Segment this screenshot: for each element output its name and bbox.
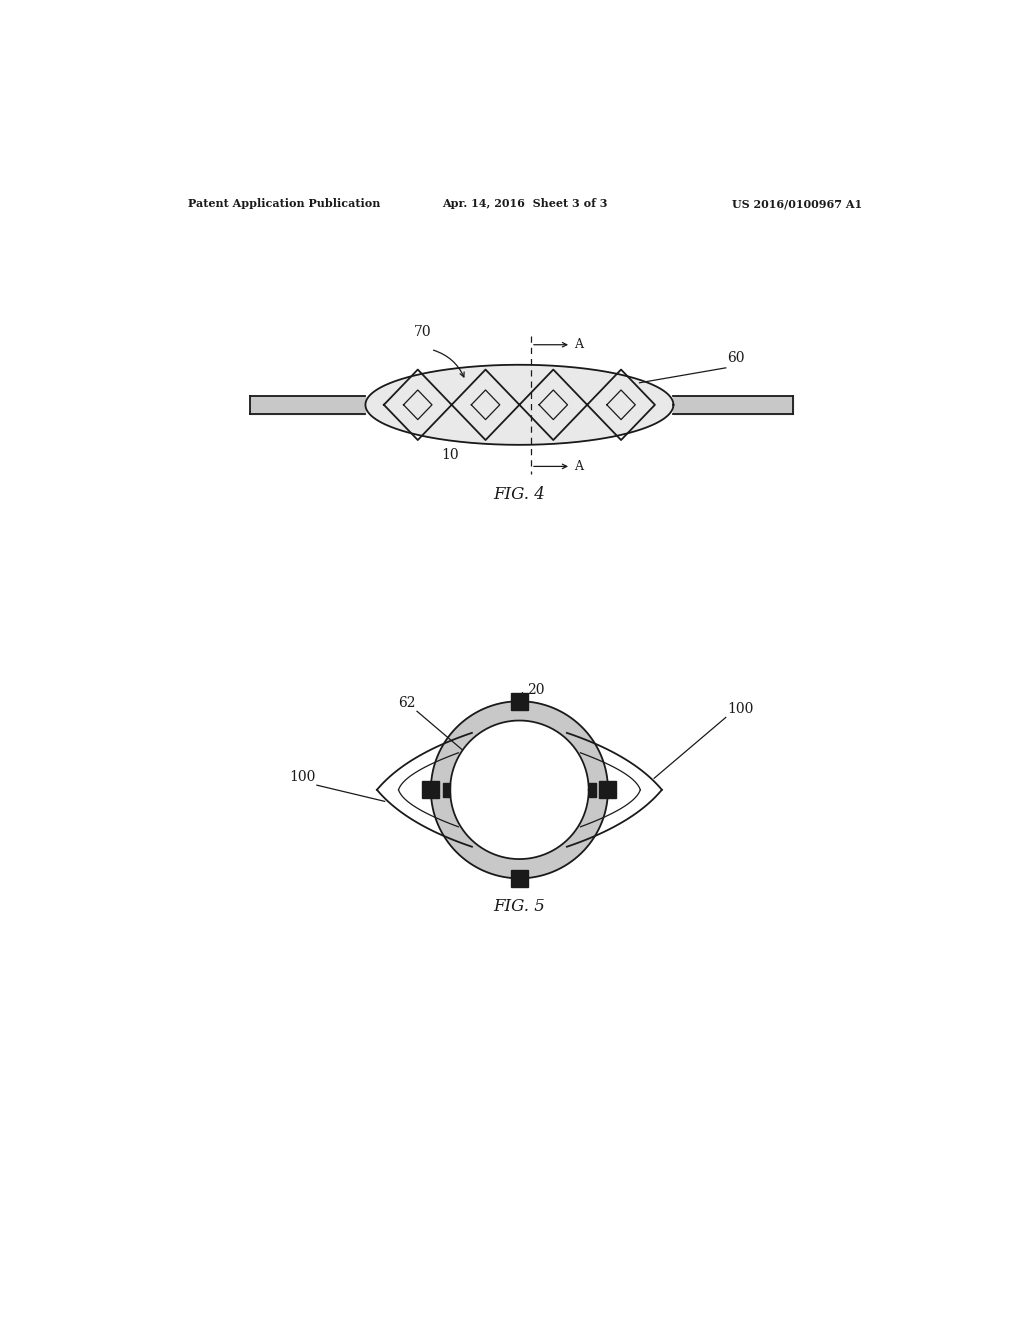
Bar [511, 693, 528, 710]
Circle shape [431, 701, 608, 878]
Text: 100: 100 [289, 770, 315, 784]
Bar [443, 783, 451, 797]
Bar [511, 870, 528, 887]
Text: US 2016/0100967 A1: US 2016/0100967 A1 [732, 198, 862, 210]
Text: A: A [574, 459, 583, 473]
Text: 10: 10 [441, 447, 459, 462]
Bar [599, 781, 616, 799]
Circle shape [451, 721, 589, 859]
Text: Apr. 14, 2016  Sheet 3 of 3: Apr. 14, 2016 Sheet 3 of 3 [442, 198, 607, 210]
Text: 20: 20 [527, 682, 545, 697]
Bar [422, 781, 439, 799]
Text: 70: 70 [415, 325, 432, 338]
Text: Patent Application Publication: Patent Application Publication [188, 198, 381, 210]
Text: FIG. 5: FIG. 5 [494, 898, 546, 915]
Text: 100: 100 [727, 702, 754, 715]
Text: 62: 62 [398, 697, 416, 710]
Text: 60: 60 [727, 351, 744, 366]
Text: FIG. 4: FIG. 4 [494, 486, 546, 503]
Polygon shape [366, 364, 674, 445]
Bar [589, 783, 596, 797]
Text: A: A [574, 338, 583, 351]
